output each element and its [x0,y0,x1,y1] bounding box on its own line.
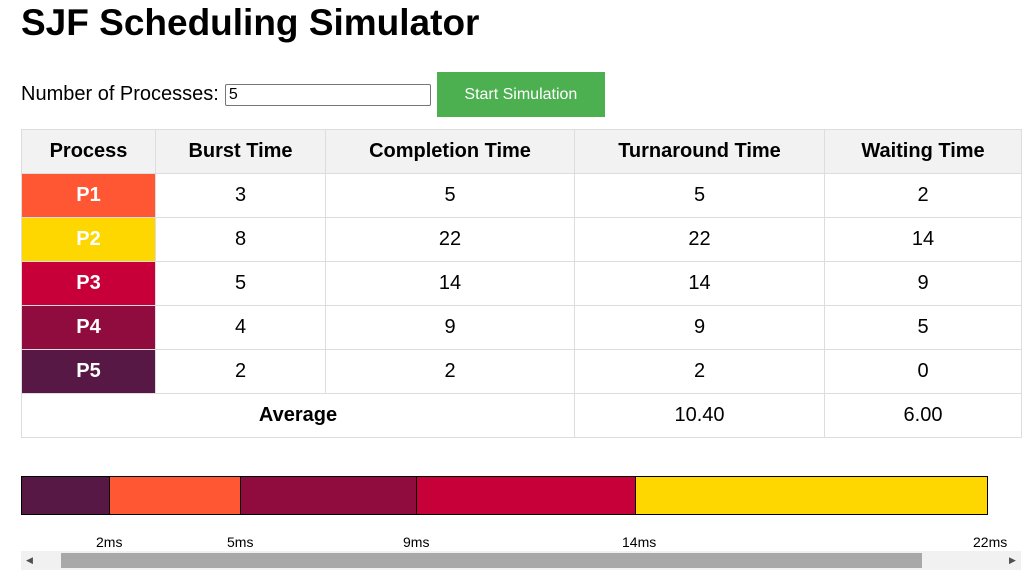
start-simulation-button[interactable]: Start Simulation [436,72,605,117]
table-row: P4 4 9 9 5 [21,305,1022,350]
gantt-segment-p1 [109,476,242,515]
burst-time-cell: 3 [155,173,326,218]
scroll-right-icon[interactable]: ▶ [1009,555,1016,565]
completion-time-cell: 5 [325,173,575,218]
waiting-time-cell: 2 [824,173,1022,218]
burst-time-cell: 5 [155,261,326,306]
header-process: Process [21,129,156,174]
completion-time-cell: 22 [325,217,575,262]
turnaround-time-cell: 2 [574,349,825,394]
table-row: P2 8 22 22 14 [21,217,1022,262]
table-row: P1 3 5 5 2 [21,173,1022,218]
gantt-tick-label: 22ms [973,534,1008,550]
average-label: Average [21,393,575,438]
horizontal-scrollbar[interactable]: ◀ ▶ [21,551,1021,570]
turnaround-time-cell: 22 [574,217,825,262]
process-cell: P1 [21,173,156,218]
controls-bar: Number of Processes: Start Simulation [21,72,605,117]
burst-time-cell: 2 [155,349,326,394]
table-row: P3 5 14 14 9 [21,261,1022,306]
process-cell: P2 [21,217,156,262]
waiting-time-cell: 0 [824,349,1022,394]
gantt-tick-label: 9ms [403,534,430,550]
turnaround-time-cell: 14 [574,261,825,306]
turnaround-time-cell: 9 [574,305,825,350]
gantt-segment-p3 [416,476,637,515]
completion-time-cell: 2 [325,349,575,394]
average-row: Average 10.40 6.00 [21,393,1022,438]
process-cell: P4 [21,305,156,350]
page-title: SJF Scheduling Simulator [21,2,480,43]
average-waiting: 6.00 [824,393,1022,438]
gantt-segment-p5 [21,476,111,515]
average-turnaround: 10.40 [574,393,825,438]
scroll-left-icon[interactable]: ◀ [26,555,33,565]
scrollbar-thumb[interactable] [61,553,922,568]
completion-time-cell: 14 [325,261,575,306]
gantt-segment-p2 [635,476,988,515]
gantt-tick-label: 5ms [227,534,254,550]
burst-time-cell: 4 [155,305,326,350]
waiting-time-cell: 9 [824,261,1022,306]
header-completion-time: Completion Time [325,129,575,174]
process-count-input[interactable] [224,83,431,106]
gantt-chart [21,476,988,515]
header-burst-time: Burst Time [155,129,326,174]
gantt-tick-label: 14ms [622,534,657,550]
process-cell: P5 [21,349,156,394]
table-row: P5 2 2 2 0 [21,349,1022,394]
completion-time-cell: 9 [325,305,575,350]
turnaround-time-cell: 5 [574,173,825,218]
waiting-time-cell: 5 [824,305,1022,350]
waiting-time-cell: 14 [824,217,1022,262]
process-count-label: Number of Processes: [21,83,219,105]
header-waiting-time: Waiting Time [824,129,1022,174]
gantt-tick-label: 2ms [96,534,123,550]
results-table: Process Burst Time Completion Time Turna… [21,129,1022,438]
table-header-row: Process Burst Time Completion Time Turna… [21,129,1022,174]
process-cell: P3 [21,261,156,306]
gantt-segment-p4 [240,476,418,515]
burst-time-cell: 8 [155,217,326,262]
header-turnaround-time: Turnaround Time [574,129,825,174]
